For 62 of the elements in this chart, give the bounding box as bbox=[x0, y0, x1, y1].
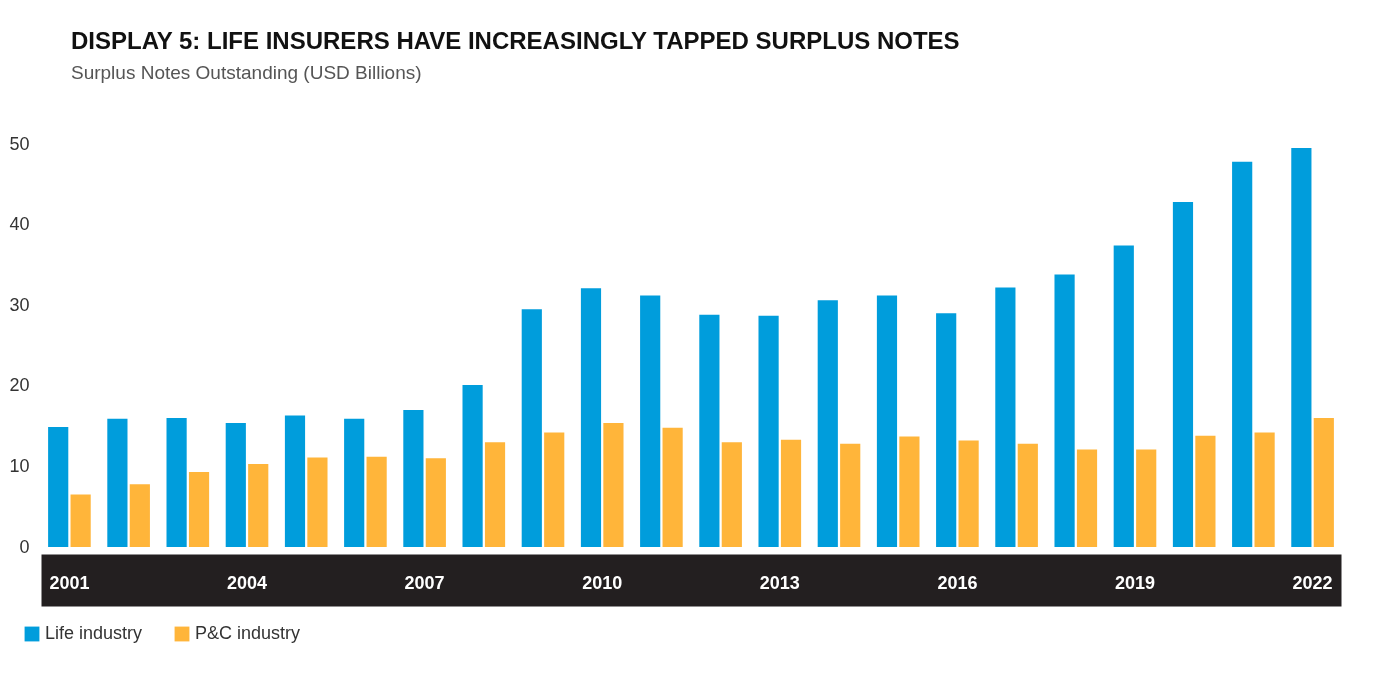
y-tick-label: 10 bbox=[9, 455, 30, 476]
bar bbox=[344, 418, 365, 547]
legend-label: P&C industry bbox=[195, 623, 301, 643]
bar bbox=[1017, 443, 1038, 547]
bar bbox=[1054, 274, 1075, 547]
bar bbox=[603, 422, 624, 547]
y-tick-label: 30 bbox=[9, 294, 30, 315]
bar bbox=[544, 432, 565, 547]
x-tick-label: 2001 bbox=[49, 572, 90, 593]
bar bbox=[521, 309, 542, 547]
y-tick-label: 40 bbox=[9, 214, 30, 235]
bar bbox=[1313, 418, 1334, 547]
bar bbox=[1254, 432, 1275, 547]
bar bbox=[403, 409, 424, 547]
x-tick-label: 2013 bbox=[759, 572, 800, 593]
x-tick-label: 2004 bbox=[226, 572, 268, 593]
x-tick-label: 2019 bbox=[1114, 572, 1156, 593]
y-tick-label: 20 bbox=[9, 375, 30, 396]
bar bbox=[817, 300, 838, 547]
x-tick-label: 2016 bbox=[937, 572, 978, 593]
bar bbox=[899, 436, 920, 547]
bar bbox=[758, 315, 779, 547]
bar bbox=[876, 295, 898, 547]
bar bbox=[307, 457, 328, 547]
bar bbox=[225, 422, 246, 547]
bar bbox=[107, 418, 128, 547]
bar bbox=[640, 295, 661, 547]
x-tick-label: 2007 bbox=[404, 572, 445, 593]
bar bbox=[840, 443, 861, 547]
bar bbox=[188, 472, 210, 547]
y-tick-label: 0 bbox=[19, 536, 30, 557]
bar bbox=[48, 426, 69, 547]
chart-title: DISPLAY 5: LIFE INSURERS HAVE INCREASINGLY TAPPED SURPLUS NOTES bbox=[70, 27, 960, 54]
bar bbox=[1113, 245, 1134, 547]
bar bbox=[284, 415, 306, 547]
bar bbox=[1076, 449, 1098, 547]
bar bbox=[958, 440, 979, 547]
bar bbox=[699, 314, 720, 547]
bar bbox=[995, 287, 1016, 547]
bar bbox=[936, 313, 957, 547]
x-tick-label: 2022 bbox=[1292, 572, 1333, 593]
bar bbox=[780, 439, 802, 547]
bar bbox=[366, 456, 387, 547]
bar bbox=[129, 484, 150, 547]
bar bbox=[70, 494, 91, 547]
bar bbox=[166, 418, 187, 547]
bar bbox=[1136, 449, 1157, 547]
bar bbox=[662, 427, 683, 547]
bar bbox=[425, 458, 446, 547]
bar bbox=[1232, 161, 1253, 547]
bar bbox=[1172, 202, 1194, 547]
bar bbox=[1195, 435, 1216, 547]
bar bbox=[721, 442, 742, 547]
bar bbox=[484, 442, 506, 547]
legend-label: Life industry bbox=[45, 623, 143, 643]
x-tick-label: 2010 bbox=[582, 572, 623, 593]
bar bbox=[580, 288, 602, 547]
bar bbox=[1291, 148, 1312, 547]
chart-subtitle: Surplus Notes Outstanding (USD Billions) bbox=[70, 62, 422, 83]
bar bbox=[248, 463, 269, 547]
bar bbox=[462, 384, 483, 547]
y-tick-label: 50 bbox=[9, 133, 30, 154]
